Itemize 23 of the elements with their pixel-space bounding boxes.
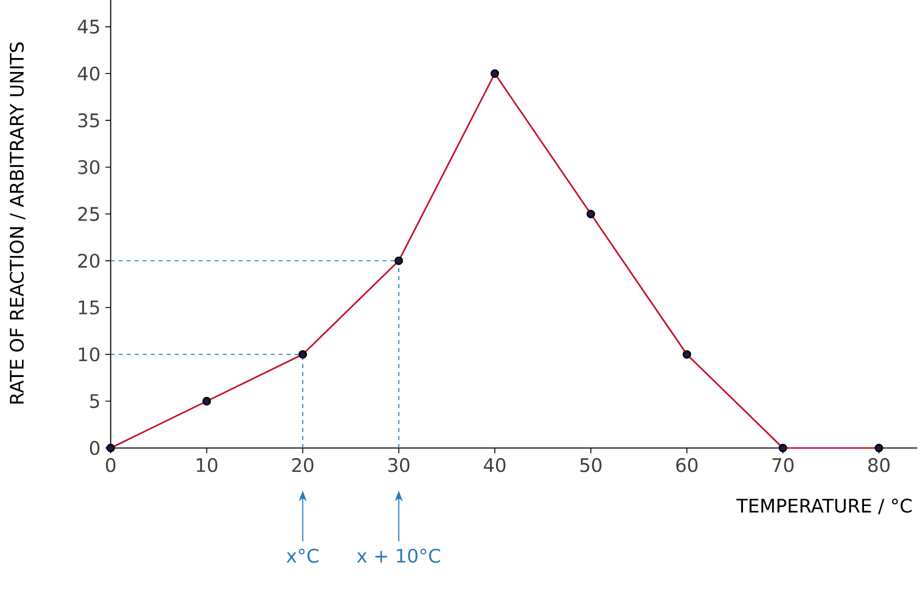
y-tick-label: 40 [78,66,100,81]
y-tick-label: 35 [78,113,99,128]
x-tick-label: 60 [676,458,698,472]
y-tick-label: 20 [78,254,100,268]
y-tick-label: 10 [78,347,100,362]
x-tick-label: 30 [388,458,410,472]
y-axis-title: RATE OF REACTION / ARBITRARY UNITS [10,42,26,404]
y-tick-label: 45 [78,20,99,34]
text: x + 10°C [356,548,440,564]
x-tick-label: 40 [484,458,506,472]
x-tick-label: 0 [106,458,116,472]
y-tick-label: 5 [90,394,99,408]
x-tick-label: 10 [196,458,218,472]
y-tick-label: 30 [78,160,100,174]
y-tick-label: 15 [78,300,99,315]
x-tick-label: 20 [292,458,314,472]
text: x°C [286,548,318,564]
x-tick-label: 50 [580,458,602,472]
x-tick-label: 80 [868,458,890,472]
x-axis-title: TEMPERATURE / °C [736,498,912,514]
y-tick-label: 25 [78,207,99,222]
y-tick-label: 0 [90,441,100,456]
x-tick-label: 70 [772,458,794,472]
